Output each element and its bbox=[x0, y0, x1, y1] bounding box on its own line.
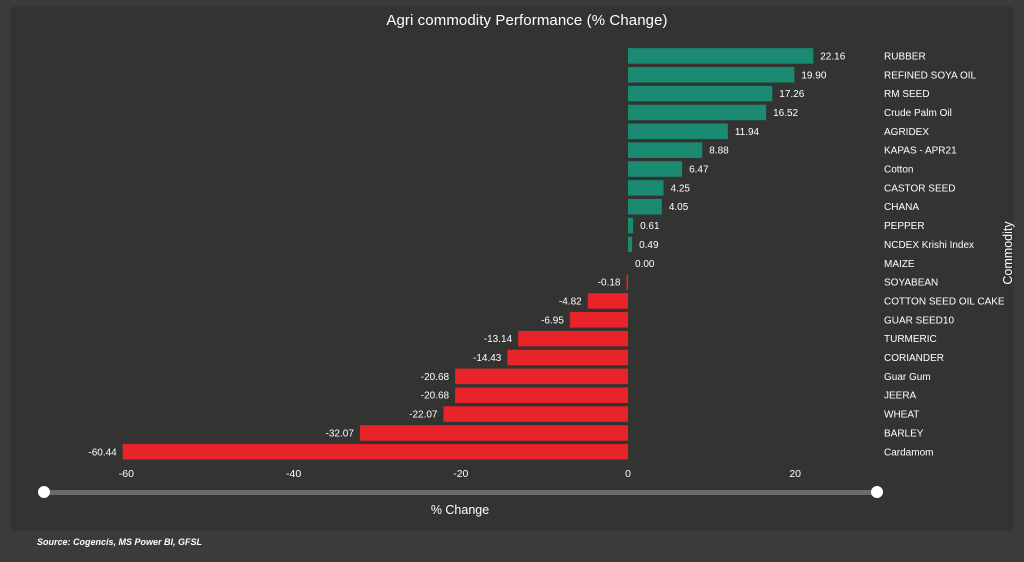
bar-pepper bbox=[628, 217, 634, 234]
category-label-crude-palm-oil: Crude Palm Oil bbox=[884, 108, 952, 119]
category-label-barley: BARLEY bbox=[884, 428, 924, 439]
value-label-barley: -32.07 bbox=[326, 428, 355, 439]
bar-crude-palm-oil bbox=[628, 104, 767, 121]
chart-title: Agri commodity Performance (% Change) bbox=[386, 12, 668, 29]
range-slider-track[interactable] bbox=[44, 490, 877, 495]
bar-guar-gum bbox=[455, 368, 628, 385]
bar-wheat bbox=[443, 406, 628, 422]
category-label-soyabean: SOYABEAN bbox=[884, 278, 938, 289]
value-label-rubber: 22.16 bbox=[820, 51, 845, 62]
category-label-wheat: WHEAT bbox=[884, 410, 919, 421]
category-label-cotton: Cotton bbox=[884, 165, 913, 176]
category-label-rubber: RUBBER bbox=[884, 51, 926, 62]
range-slider-left-handle[interactable] bbox=[38, 486, 50, 498]
category-label-rm-seed: RM SEED bbox=[884, 89, 930, 100]
bar-cotton bbox=[628, 161, 683, 177]
source-note: Source: Cogencis, MS Power BI, GFSL bbox=[37, 537, 203, 547]
bar-coriander bbox=[507, 349, 628, 366]
bar-guar-seed10 bbox=[569, 312, 628, 328]
value-label-guar-gum: -20.68 bbox=[421, 372, 450, 383]
x-tick-label-neg60: -60 bbox=[119, 468, 134, 480]
category-label-guar-seed10: GUAR SEED10 bbox=[884, 315, 954, 326]
value-label-coriander: -14.43 bbox=[473, 353, 502, 364]
value-label-soyabean: -0.18 bbox=[598, 278, 621, 289]
bar-refined-soya-oil bbox=[628, 67, 795, 83]
x-tick-label-neg40: -40 bbox=[286, 468, 301, 480]
value-label-castor-seed: 4.25 bbox=[671, 183, 691, 194]
value-label-crude-palm-oil: 16.52 bbox=[773, 108, 798, 119]
category-label-jeera: JEERA bbox=[884, 391, 917, 402]
y-axis-title: Commodity bbox=[1001, 221, 1015, 285]
x-tick-label-neg20: -20 bbox=[453, 468, 468, 480]
value-label-cotton: 6.47 bbox=[689, 165, 709, 176]
value-label-rm-seed: 17.26 bbox=[779, 89, 804, 100]
bar-ncdex-krishi-index bbox=[628, 236, 633, 253]
value-label-refined-soya-oil: 19.90 bbox=[801, 70, 826, 81]
x-tick-label-0: 0 bbox=[625, 468, 631, 480]
category-label-maize: MAIZE bbox=[884, 259, 915, 270]
category-label-kapas-apr21: KAPAS - APR21 bbox=[884, 146, 957, 157]
range-slider-right-handle[interactable] bbox=[871, 486, 883, 498]
bar-castor-seed bbox=[628, 180, 664, 196]
value-label-kapas-apr21: 8.88 bbox=[709, 146, 729, 157]
bar-cardamom bbox=[122, 444, 628, 460]
value-label-guar-seed10: -6.95 bbox=[541, 315, 564, 326]
value-label-maize: 0.00 bbox=[635, 259, 655, 270]
category-label-castor-seed: CASTOR SEED bbox=[884, 183, 956, 194]
bar-soyabean bbox=[626, 274, 628, 290]
value-label-jeera: -20.68 bbox=[421, 391, 450, 402]
chart-panel bbox=[10, 6, 1014, 531]
category-label-coriander: CORIANDER bbox=[884, 353, 944, 364]
bar-rubber bbox=[628, 48, 814, 64]
category-label-turmeric: TURMERIC bbox=[884, 334, 937, 345]
category-label-agridex: AGRIDEX bbox=[884, 127, 929, 138]
bar-kapas-apr21 bbox=[628, 142, 703, 158]
category-label-chana: CHANA bbox=[884, 202, 919, 213]
bar-jeera bbox=[455, 387, 628, 403]
bar-turmeric bbox=[518, 330, 628, 347]
bar-barley bbox=[359, 425, 628, 441]
value-label-pepper: 0.61 bbox=[640, 221, 660, 232]
category-label-guar-gum: Guar Gum bbox=[884, 372, 931, 383]
value-label-agridex: 11.94 bbox=[735, 127, 760, 138]
bar-rm-seed bbox=[628, 85, 773, 102]
value-label-cardamom: -60.44 bbox=[88, 447, 117, 458]
bar-chana bbox=[628, 198, 662, 215]
category-label-pepper: PEPPER bbox=[884, 221, 925, 232]
category-label-refined-soya-oil: REFINED SOYA OIL bbox=[884, 70, 976, 81]
value-label-turmeric: -13.14 bbox=[484, 334, 513, 345]
category-label-ncdex-krishi-index: NCDEX Krishi Index bbox=[884, 240, 974, 251]
value-label-wheat: -22.07 bbox=[409, 410, 438, 421]
bar-cotton-seed-oil-cake bbox=[587, 293, 628, 309]
x-axis-title: % Change bbox=[431, 503, 489, 517]
value-label-chana: 4.05 bbox=[669, 202, 689, 213]
value-label-cotton-seed-oil-cake: -4.82 bbox=[559, 296, 582, 307]
value-label-ncdex-krishi-index: 0.49 bbox=[639, 240, 659, 251]
category-label-cardamom: Cardamom bbox=[884, 447, 933, 458]
x-tick-label-20: 20 bbox=[789, 468, 801, 480]
category-label-cotton-seed-oil-cake: COTTON SEED OIL CAKE bbox=[884, 296, 1005, 307]
bar-agridex bbox=[628, 123, 728, 140]
